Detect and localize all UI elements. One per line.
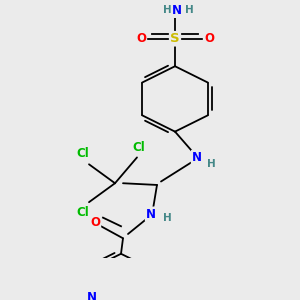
Text: O: O bbox=[90, 216, 100, 229]
Text: H: H bbox=[163, 5, 171, 15]
Text: Cl: Cl bbox=[76, 148, 89, 160]
Text: S: S bbox=[170, 32, 180, 45]
Text: H: H bbox=[207, 159, 215, 169]
Text: N: N bbox=[146, 208, 156, 221]
Text: N: N bbox=[192, 151, 202, 164]
Text: O: O bbox=[204, 32, 214, 45]
Text: O: O bbox=[136, 32, 146, 45]
Text: N: N bbox=[87, 291, 97, 300]
Text: Cl: Cl bbox=[76, 206, 89, 219]
Text: Cl: Cl bbox=[133, 141, 146, 154]
Text: N: N bbox=[172, 4, 182, 17]
Text: H: H bbox=[163, 213, 171, 223]
Text: H: H bbox=[184, 5, 194, 15]
